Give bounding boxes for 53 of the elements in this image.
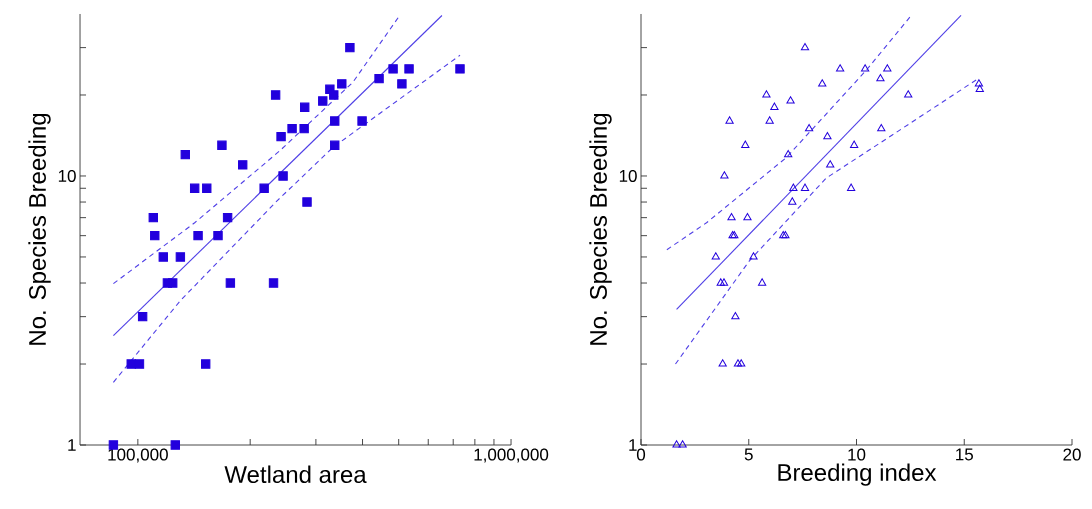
point (716, 278, 725, 286)
point (725, 116, 734, 124)
point (883, 64, 892, 72)
x-tick-label: 10 (848, 448, 866, 461)
x-axis-title: Wetland area (224, 465, 367, 484)
y-axis-title: No. Species Breeding (589, 113, 612, 345)
point (711, 252, 720, 260)
point (800, 183, 810, 191)
point (876, 73, 885, 82)
x-tick-label: 100,000 (108, 448, 168, 463)
point (804, 123, 814, 132)
point (800, 42, 810, 51)
point (741, 140, 750, 148)
point (731, 311, 740, 320)
point (826, 160, 835, 168)
point (765, 116, 774, 124)
point (788, 197, 797, 205)
point (770, 102, 779, 110)
point (719, 278, 729, 286)
y-tick-label: 1 (629, 439, 637, 451)
point (850, 140, 859, 148)
point (823, 131, 832, 140)
point (733, 359, 743, 367)
point (860, 64, 870, 72)
x-tick-label: 1,000,000 (474, 448, 549, 463)
point (786, 96, 795, 104)
x-tick-label: 5 (744, 448, 753, 461)
point (836, 64, 845, 72)
point (904, 90, 913, 98)
x-tick-label: 15 (956, 448, 973, 461)
point (718, 359, 727, 367)
point (762, 90, 771, 98)
x-tick-label: 20 (1063, 448, 1081, 461)
point (720, 171, 729, 179)
y-axis-title: No. Species Breeding (28, 113, 51, 345)
point (818, 79, 827, 87)
point (727, 212, 736, 221)
point (757, 278, 767, 286)
point (672, 440, 681, 448)
y-tick-label: 1 (68, 439, 76, 451)
point (975, 84, 984, 92)
line-series (674, 77, 980, 365)
point (877, 123, 886, 132)
point (743, 212, 752, 221)
point (749, 252, 758, 260)
point (678, 440, 687, 448)
point (846, 183, 856, 191)
x-tick-label: 0 (636, 448, 646, 461)
x-axis-title: Breeding index (778, 463, 937, 486)
point (784, 149, 793, 158)
point (974, 79, 984, 87)
point (737, 359, 746, 367)
point (789, 183, 798, 191)
